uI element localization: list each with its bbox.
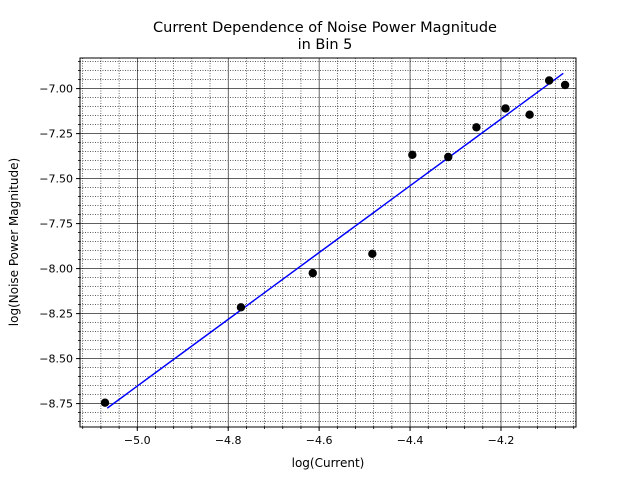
minor-grid xyxy=(80,58,576,427)
data-point xyxy=(525,110,534,119)
x-tick-label: −4.2 xyxy=(488,434,515,447)
data-point xyxy=(236,303,246,312)
data-point xyxy=(444,152,453,162)
y-axis-label: log(Noise Power Magnitude) xyxy=(7,158,21,326)
y-axis-ticks: −8.75 −8.50 −8.25 −8.00 −7.75 −7.50 −7.25 −7.00 xyxy=(39,61,80,423)
scatter-points xyxy=(100,76,570,407)
data-point xyxy=(472,123,481,132)
data-point xyxy=(408,150,417,160)
x-tick-label: −4.6 xyxy=(306,434,333,447)
x-tick-label: −4.8 xyxy=(215,434,242,447)
y-tick-label: −7.50 xyxy=(39,173,73,186)
y-tick-label: −7.00 xyxy=(39,83,73,96)
fit-line-group xyxy=(106,72,564,409)
data-point xyxy=(560,80,570,90)
chart-title: Current Dependence of Noise Power Magnit… xyxy=(153,20,497,53)
x-axis-ticks: −5.0 −4.8 −4.6 −4.4 −4.2 xyxy=(82,427,575,447)
major-grid xyxy=(80,58,576,427)
x-tick-label: −4.4 xyxy=(397,434,424,447)
data-point xyxy=(544,76,554,85)
x-tick-label: −5.0 xyxy=(124,434,151,447)
data-point xyxy=(100,398,110,407)
y-tick-label: −8.00 xyxy=(39,263,73,276)
y-tick-label: −8.50 xyxy=(39,353,73,366)
chart-title-line-2: in Bin 5 xyxy=(298,37,353,53)
y-tick-label: −8.25 xyxy=(39,308,73,321)
y-tick-label: −8.75 xyxy=(39,398,73,411)
data-point xyxy=(501,104,510,113)
data-point xyxy=(368,249,377,259)
plot-frame xyxy=(79,57,577,428)
fit-line xyxy=(106,72,564,409)
y-tick-label: −7.25 xyxy=(39,128,73,141)
chart-title-line-1: Current Dependence of Noise Power Magnit… xyxy=(153,20,497,36)
data-point xyxy=(308,268,317,278)
x-axis-label: log(Current) xyxy=(292,456,365,470)
y-tick-label: −7.75 xyxy=(39,218,73,231)
